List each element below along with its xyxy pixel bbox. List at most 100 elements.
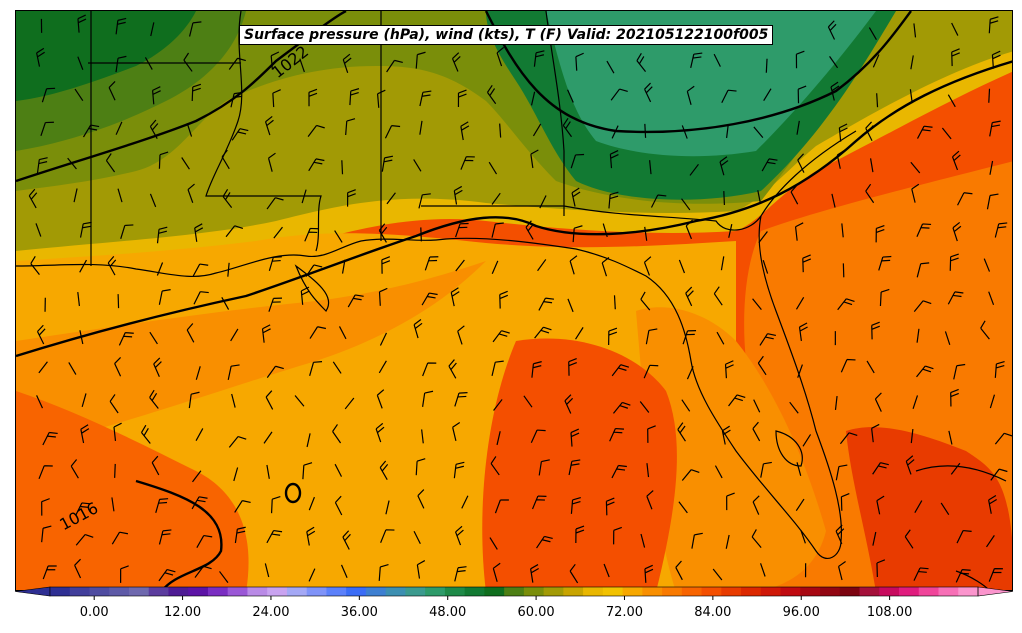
wind-barb [572,225,583,243]
wind-barb [947,94,956,108]
colorbar-tick-label: 24.00 [252,605,289,620]
wind-barb [41,87,56,103]
wind-barb [222,188,233,209]
wind-barb [681,198,691,211]
isobar-1019 [16,60,1012,358]
wind-barb [912,395,919,409]
map-canvas: 1022 1016 [16,11,1012,590]
wind-barb [795,297,805,310]
wind-barb [499,123,502,138]
wind-barb [613,526,622,545]
wind-barb [533,50,545,67]
wind-barb [986,193,999,210]
wind-barb [228,435,247,448]
colorbar-tick-label: 36.00 [341,605,378,620]
wind-barb [378,287,388,306]
colorbar-swatch [109,587,130,596]
wind-barb [38,465,53,480]
wind-barb [728,394,746,407]
wind-barb [378,563,389,581]
wind-barb [454,566,467,582]
wind-barb [453,185,463,205]
wind-barb [802,254,812,273]
wind-barb [539,195,547,209]
wind-barb [753,399,761,413]
state-border-fl-north [421,205,762,231]
colorbar-swatch [385,587,407,596]
wind-barb [308,496,315,511]
wind-barb [264,115,274,136]
colorbar-swatch [938,587,959,596]
wind-barb [685,286,694,307]
wind-barb [869,158,874,173]
wind-barb [640,291,651,311]
wind-barb [304,227,319,242]
colorbar-swatch [148,587,170,596]
wind-barb [340,564,348,578]
wind-barb [530,429,546,444]
wind-barb [188,391,200,409]
wind-barb [461,495,469,509]
colorbar-swatch [958,587,979,596]
wind-barb [80,424,90,444]
wind-barb [490,456,500,476]
wind-barb [989,160,994,175]
wind-barb [38,361,48,374]
wind-barb [570,497,581,514]
wind-barb [952,221,962,242]
wind-barb [757,355,767,376]
wind-barb [41,525,52,543]
colorbar-swatch [800,587,821,596]
wind-barb [421,292,438,306]
wind-barb [575,525,585,544]
wind-barb [36,324,46,345]
wind-barb [191,496,208,510]
wind-barb [82,124,100,138]
wind-barb [795,498,805,512]
colorbar-tick-label: 84.00 [694,605,731,620]
wind-barb [752,298,762,310]
wind-barb [188,21,202,37]
wind-barb [753,126,764,139]
wind-barb [234,500,251,513]
wind-barb [227,262,230,277]
wind-barb [376,389,385,409]
wind-barb [721,425,731,445]
wind-barb [140,424,151,444]
wind-barb [640,533,646,548]
wind-barb [186,123,193,137]
wind-barb [947,291,964,305]
wind-barb [562,117,573,138]
wind-barb [193,291,209,305]
colorbar-swatch [464,587,485,596]
wind-barb [605,497,615,516]
wind-barb [837,561,846,581]
wind-barb [531,495,547,510]
wind-barb [272,89,281,108]
wind-barb [948,430,953,445]
wind-barb [752,421,761,442]
wind-barb [876,495,885,515]
wind-barb [77,292,81,307]
wind-barb [264,563,270,578]
wind-barb [457,325,465,345]
wind-barb [158,289,171,305]
colorbar-swatch [504,587,525,596]
wind-barb [268,297,283,312]
wind-barb [36,157,48,174]
wind-barb [306,433,311,448]
wind-barb [795,50,805,69]
wind-barb [609,427,625,442]
wind-barb [790,185,799,205]
wind-barb [265,390,274,410]
wind-barb [567,298,574,313]
wind-barb [575,52,584,71]
colorbar-outline [49,586,979,597]
wind-barb [986,535,995,548]
temperature-band-warm-west [16,261,486,451]
wind-barb [261,324,271,343]
wind-barb [413,531,421,545]
wind-barb [570,428,580,447]
colorbar-swatch [50,587,71,596]
colorbar-swatch [484,587,505,596]
